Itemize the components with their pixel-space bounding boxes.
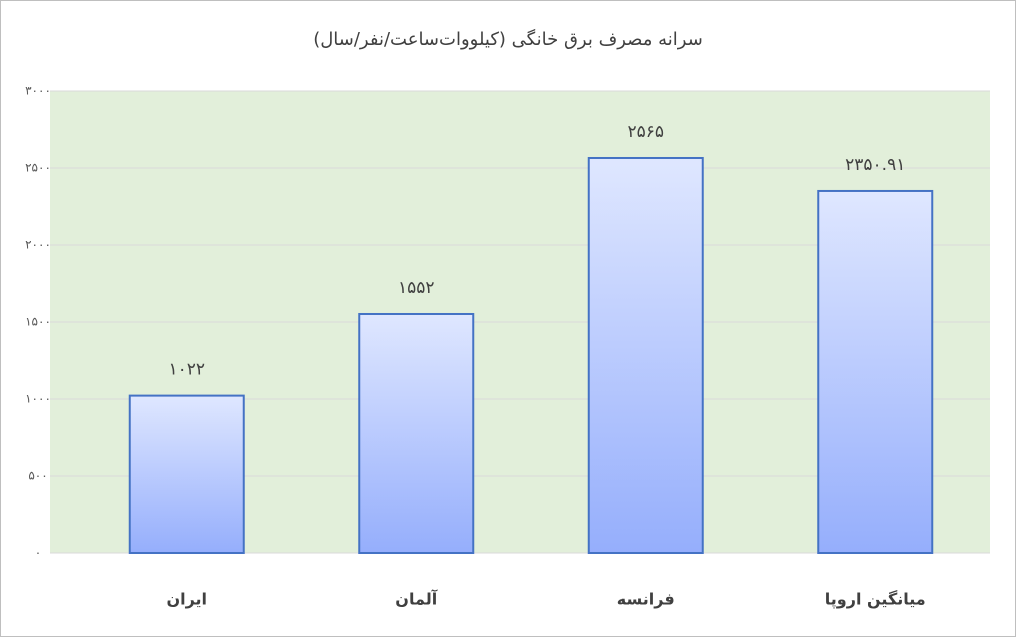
x-tick-label: ایران [166,590,207,609]
y-tick-label: ۲۰۰۰ [25,238,51,252]
value-label: ۱۰۲۲ [168,360,205,380]
value-label: ۲۳۵۰.۹۱ [845,155,905,175]
y-tick-label: ۳۰۰۰ [25,84,51,98]
y-tick-label: ۱۰۰۰ [25,392,51,406]
value-label: ۱۵۵۲ [398,278,435,298]
bar [358,312,475,554]
bar [587,156,704,555]
bar [128,394,245,554]
x-tick-label: آلمان [395,589,437,609]
y-tick-label: ۰ [35,546,41,560]
y-tick-label: ۱۵۰۰ [25,315,51,329]
bar [817,189,934,554]
x-tick-label: فرانسه [617,590,675,609]
y-tick-label: ۵۰۰ [28,469,47,483]
x-tick-label: میانگین اروپا [825,590,926,610]
chart-title: سرانه مصرف برق خانگی (کیلووات‌ساعت/نفر/س… [313,28,703,50]
value-label: ۲۵۶۵ [627,122,664,142]
y-tick-label: ۲۵۰۰ [25,161,51,175]
